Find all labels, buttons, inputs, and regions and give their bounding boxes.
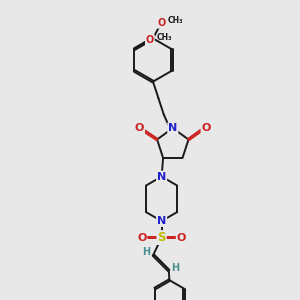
Text: N: N [168,123,177,133]
Text: O: O [135,123,144,133]
Text: N: N [157,172,166,182]
Text: CH₃: CH₃ [157,33,172,42]
Text: O: O [157,18,166,28]
Text: O: O [202,122,211,133]
Text: CH₃: CH₃ [168,16,184,25]
Text: H: H [142,247,151,257]
Text: O: O [177,232,186,243]
Text: S: S [158,231,166,244]
Text: H: H [171,262,179,273]
Text: O: O [146,35,154,45]
Text: O: O [137,232,146,243]
Text: N: N [157,216,166,226]
